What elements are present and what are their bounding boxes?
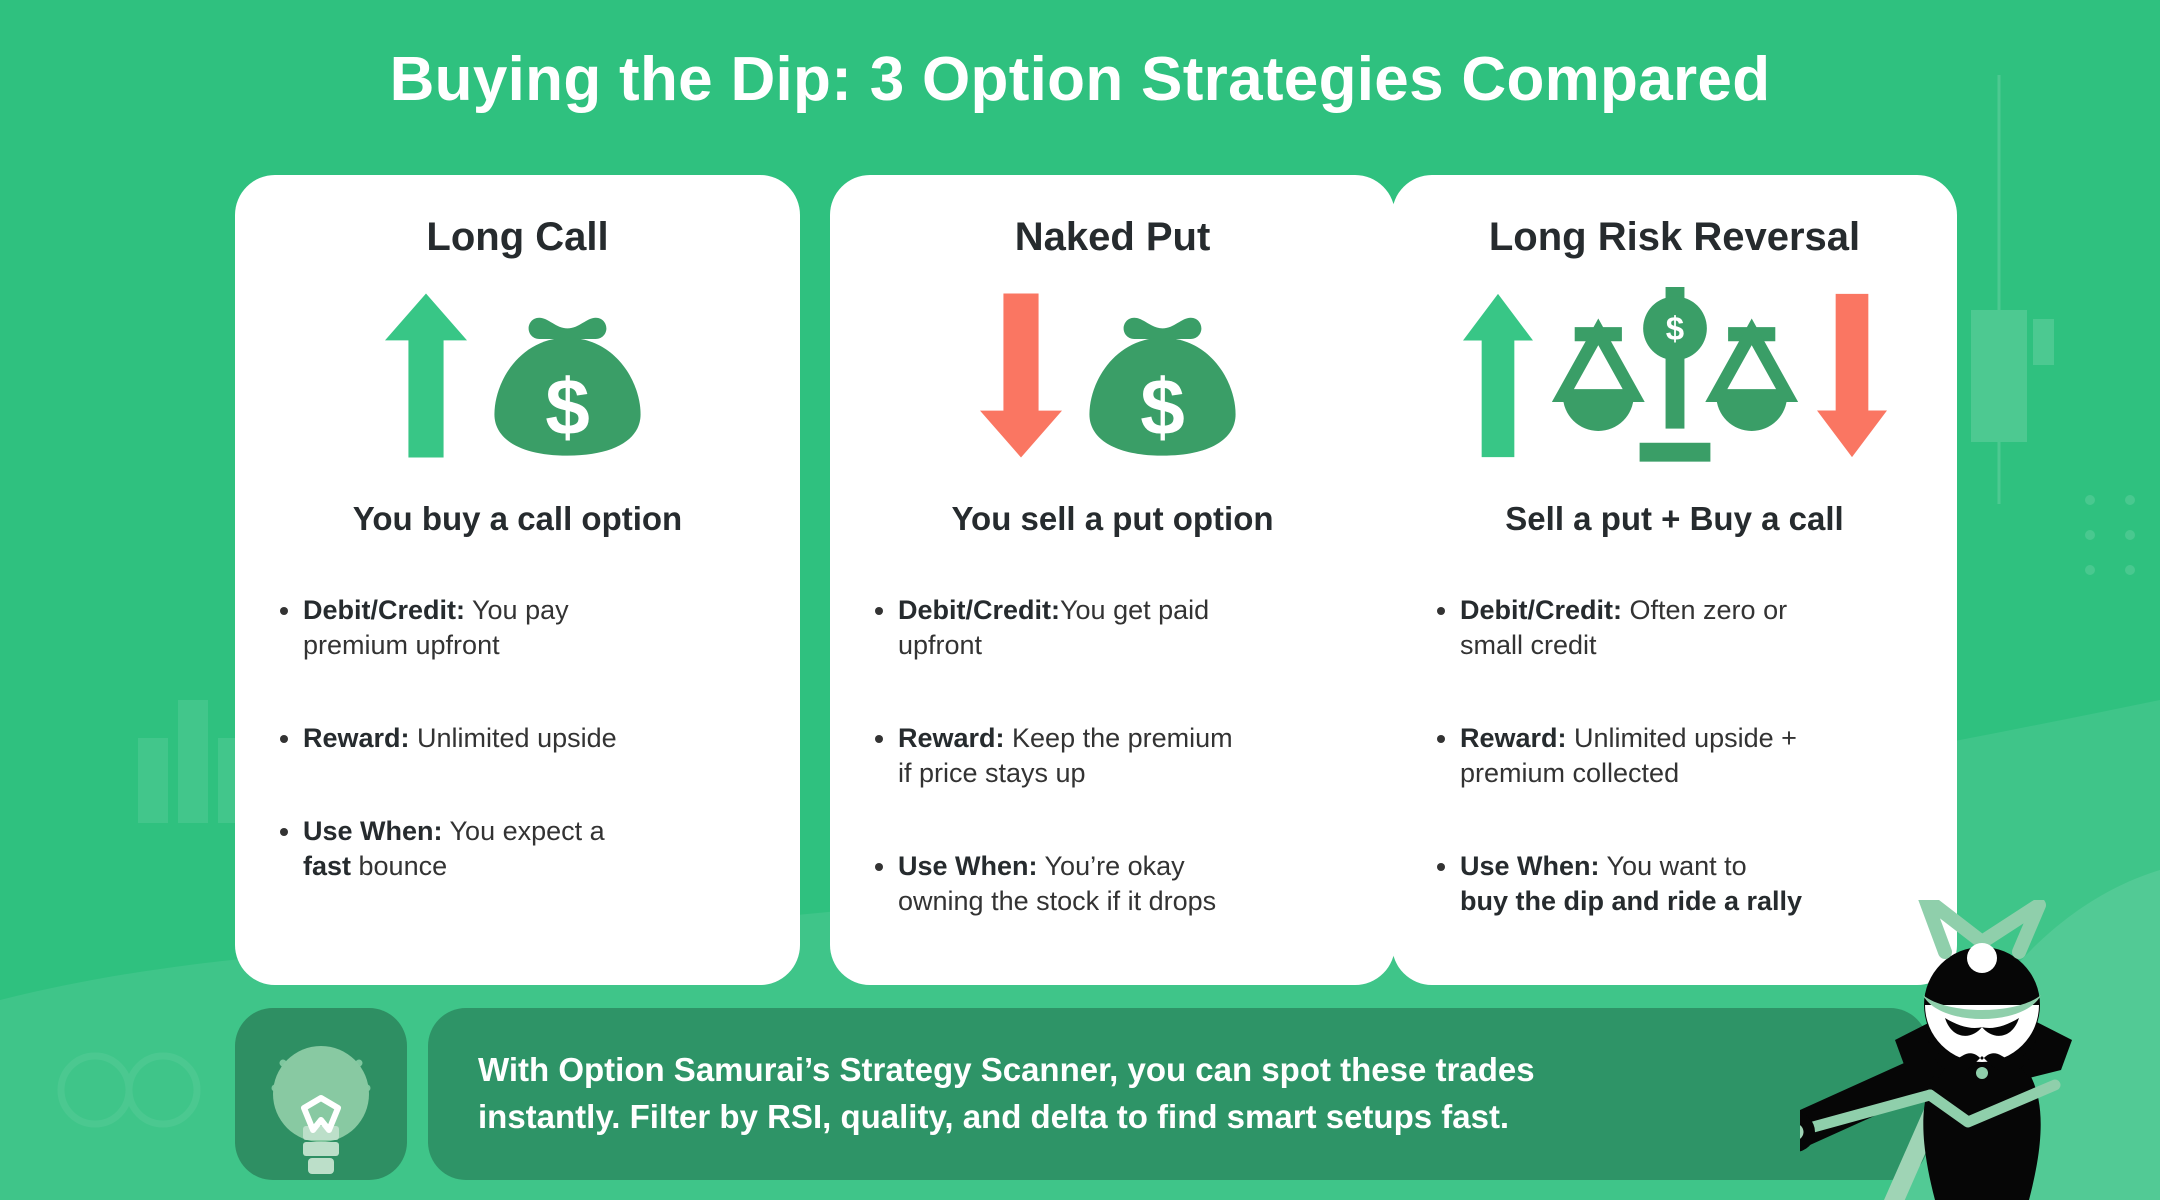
svg-text:$: $ bbox=[1665, 310, 1683, 347]
svg-text:$: $ bbox=[1140, 361, 1185, 451]
svg-text:$: $ bbox=[545, 361, 590, 451]
